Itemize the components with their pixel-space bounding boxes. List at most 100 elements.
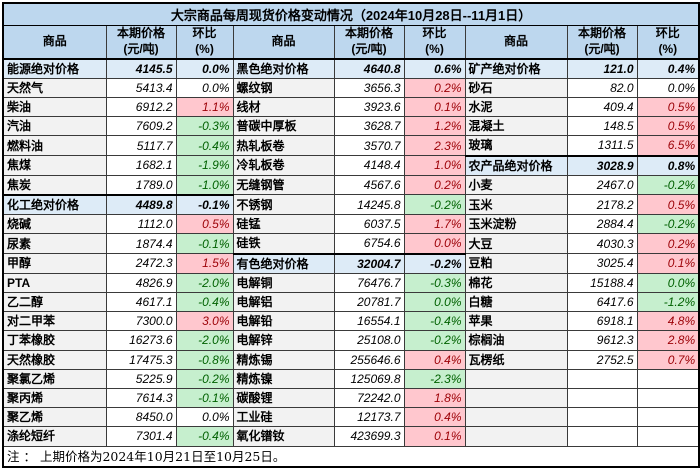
table-row: 天然气 5413.4 0.0% 螺纹钢 3656.3 0.2% 砂石 82.0 0.0% [2,77,700,98]
price-cell: 4640.8 [333,57,405,79]
commodity-name-cell: 热轧板卷 [232,135,335,157]
commodity-name-cell: 甲醇 [2,253,107,274]
pct-change-cell: -1.9% [175,155,234,176]
price-cell: 6912.2 [105,96,177,118]
price-cell: 1874.4 [105,233,177,255]
commodity-name-cell: 电解锌 [232,330,335,351]
pct-change-cell: 1.8% [403,387,466,409]
pct-change-cell: 0.2% [636,233,700,255]
commodity-name-cell: 普碳中厚板 [232,116,335,137]
price-cell: 2884.4 [566,214,638,235]
commodity-name-cell [464,426,568,447]
pct-change-cell: -0.4% [403,311,466,332]
pct-change-cell: 0.4% [636,57,700,79]
pct-change-cell: 0.2% [403,174,466,196]
pct-change-cell: 0.5% [175,214,234,235]
section-name-cell: 黑色绝对价格 [232,57,335,79]
section-name-cell: 农产品绝对价格 [464,154,568,176]
col-header-pct-line2: (%) [195,41,214,56]
commodity-name-cell: 线材 [232,96,335,118]
pct-change-cell: 0.5% [636,96,700,118]
commodity-name-cell: 螺纹钢 [232,77,335,98]
pct-change-cell: 0.8% [636,154,700,176]
pct-change-cell: 0.5% [636,116,700,137]
commodity-name-cell: 精炼镍 [232,368,335,389]
commodity-name-cell [464,368,568,389]
price-cell: 16554.1 [333,311,405,332]
pct-change-cell: -0.3% [175,116,234,137]
commodity-name-cell: 瓦楞纸 [464,349,568,370]
pct-change-cell: -2.0% [175,272,234,293]
pct-change-cell: 1.5% [175,253,234,274]
price-cell: 6754.6 [333,233,405,255]
commodity-name-cell: 玉米 [464,194,568,216]
pct-change-cell: -0.2% [403,194,466,216]
price-cell: 2752.5 [566,349,638,370]
section-name-cell: 化工绝对价格 [2,193,107,216]
pct-change-cell: 1.0% [403,155,466,176]
col-header-price: 本期价格 (元/吨) [105,25,177,59]
table-row: 甲醇 2472.3 1.5% 有色绝对价格 32004.7 -0.2% 豆粕 3025.4 0.… [2,252,700,274]
col-header-pct: 环比 (%) [636,25,700,59]
pct-change-cell: -0.4% [175,426,234,447]
commodity-name-cell: PTA [2,272,107,293]
commodity-name-cell: 大豆 [464,233,568,255]
commodity-name-cell: 氧化镨钕 [232,426,335,447]
pct-change-cell: 0.1% [636,253,700,274]
price-cell: 121.0 [566,57,638,79]
commodity-name-cell: 豆粕 [464,253,568,274]
price-cell: 125069.8 [333,368,405,389]
price-cell: 4567.6 [333,174,405,196]
pct-change-cell: 6.5% [636,135,700,157]
pct-change-cell: 0.0% [175,407,234,428]
pct-change-cell [636,407,700,428]
section-name-cell: 能源绝对价格 [2,57,107,79]
price-cell: 3656.3 [333,77,405,98]
pct-change-cell: 1.2% [403,116,466,137]
col-header-pct: 环比 (%) [403,25,466,59]
col-header-commodity: 商品 [464,25,568,59]
table-row: 尿素 1874.4 -0.1% 硅铁 6754.6 0.0% 大豆 4030.3 0.2% [2,233,700,255]
price-cell [566,387,638,409]
col-header-price-line2: (元/吨) [351,41,387,56]
price-cell: 1112.0 [105,214,177,235]
price-cell: 16273.6 [105,330,177,351]
col-header-pct-line2: (%) [658,41,678,56]
price-cell: 9612.3 [566,330,638,351]
commodity-name-cell: 聚乙烯 [2,407,107,428]
price-cell: 72242.0 [333,387,405,409]
col-header-commodity: 商品 [2,25,107,59]
price-cell: 1789.0 [105,174,177,196]
price-cell: 15188.4 [566,272,638,293]
commodity-name-cell: 电解铜 [232,272,335,293]
table-row: 乙二醇 4617.1 -0.4% 电解铝 20781.7 0.0% 白糖 6417.6 -1.2… [2,291,700,313]
table-row: 聚氯乙烯 5225.9 -0.2% 精炼镍 125069.8 -2.3% [2,368,700,389]
commodity-name-cell: 冷轧板卷 [232,155,335,176]
price-cell: 3028.9 [566,154,638,176]
table-row: 聚丙烯 7614.3 -0.1% 碳酸锂 72242.0 1.8% [2,387,700,409]
pct-change-cell: 0.1% [403,426,466,447]
pct-change-cell: -2.0% [175,330,234,351]
table-row: 涤纶短纤 7301.4 -0.4% 氧化镨钕 423699.3 0.1% [2,426,700,447]
price-cell: 255646.6 [333,349,405,370]
price-cell: 25108.0 [333,330,405,351]
pct-change-cell: 0.0% [403,291,466,313]
commodity-name-cell: 天然橡胶 [2,349,107,370]
commodity-name-cell: 涤纶短纤 [2,426,107,447]
col-header-price-line1: 本期价格 [116,26,165,41]
pct-change-cell: 0.6% [403,57,466,79]
pct-change-cell: 1.1% [175,96,234,118]
commodity-name-cell: 小麦 [464,174,568,196]
price-cell: 76476.7 [333,272,405,293]
commodity-name-cell: 苹果 [464,311,568,332]
pct-change-cell: 0.0% [636,272,700,293]
pct-change-cell: -0.2% [636,174,700,196]
commodity-name-cell: 柴油 [2,96,107,118]
pct-change-cell: 2.8% [636,330,700,351]
commodity-name-cell: 碳酸锂 [232,387,335,409]
pct-change-cell: -0.3% [403,272,466,293]
price-cell: 17475.3 [105,349,177,370]
commodity-name-cell: 棉花 [464,272,568,293]
